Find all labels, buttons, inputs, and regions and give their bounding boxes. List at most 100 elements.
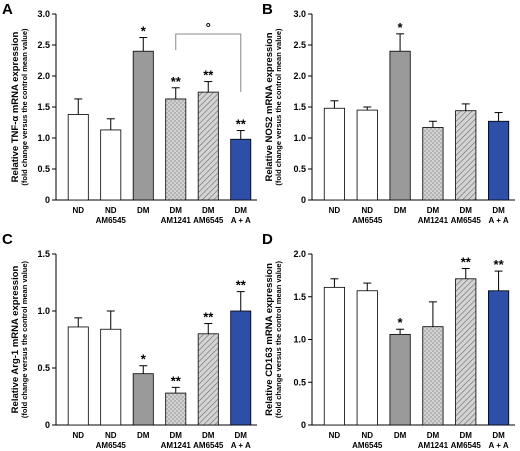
bar bbox=[132, 373, 154, 426]
category-label: DM bbox=[235, 431, 248, 440]
y-tick-label: 2.5 bbox=[293, 40, 306, 50]
significance-marker: ** bbox=[494, 257, 505, 272]
y-tick-label: 2.0 bbox=[37, 71, 50, 81]
y-tick-label: 0 bbox=[45, 195, 50, 205]
bar bbox=[230, 310, 252, 426]
y-tick-label: 0.5 bbox=[37, 363, 50, 373]
significance-marker: * bbox=[141, 24, 147, 39]
category-label: DM bbox=[137, 206, 150, 215]
bar bbox=[132, 50, 154, 201]
category-label: ND bbox=[361, 431, 373, 440]
category-label: ND bbox=[72, 431, 84, 440]
y-axis-title: Relative CD163 mRNA expression bbox=[264, 263, 275, 416]
bar bbox=[356, 109, 378, 201]
category-label: DM bbox=[170, 206, 183, 215]
category-label: AM6545 bbox=[193, 441, 224, 450]
y-tick-label: 0.5 bbox=[293, 164, 306, 174]
significance-marker: * bbox=[398, 20, 404, 35]
bar bbox=[165, 98, 187, 201]
panel-letter: A bbox=[2, 1, 13, 18]
category-label: ND bbox=[105, 206, 117, 215]
y-tick-label: 3.0 bbox=[293, 9, 306, 19]
category-label: AM6545 bbox=[193, 216, 224, 225]
panel-letter: B bbox=[262, 1, 273, 18]
category-label: DM bbox=[492, 431, 505, 440]
bar bbox=[389, 50, 411, 201]
y-tick-label: 0 bbox=[45, 420, 50, 430]
category-label: ND bbox=[72, 206, 84, 215]
category-label: ND bbox=[329, 431, 341, 440]
y-axis-title: Relative TNF-α mRNA expression bbox=[10, 31, 21, 182]
y-tick-label: 1.5 bbox=[293, 102, 306, 112]
bar bbox=[323, 107, 345, 201]
bar bbox=[422, 127, 444, 201]
category-label: DM bbox=[235, 206, 248, 215]
y-tick-label: 0 bbox=[301, 195, 306, 205]
y-tick-label: 2.5 bbox=[37, 40, 50, 50]
category-label: A + A bbox=[231, 441, 251, 450]
category-label: AM6545 bbox=[96, 216, 127, 225]
category-label: DM bbox=[394, 206, 407, 215]
category-label: ND bbox=[329, 206, 341, 215]
category-label: DM bbox=[137, 431, 150, 440]
y-tick-label: 2.0 bbox=[293, 249, 306, 259]
y-tick-label: 1.0 bbox=[37, 306, 50, 316]
category-label: AM6545 bbox=[352, 216, 383, 225]
bar bbox=[488, 120, 510, 201]
category-label: AM1241 bbox=[418, 216, 449, 225]
bar bbox=[323, 286, 345, 426]
category-label: DM bbox=[427, 206, 440, 215]
category-label: A + A bbox=[489, 441, 509, 450]
panel-letter: D bbox=[262, 231, 273, 248]
y-axis-subtitle: (fold change versus the control mean val… bbox=[274, 260, 283, 418]
panel-letter: C bbox=[2, 231, 13, 248]
category-label: AM6545 bbox=[352, 441, 383, 450]
significance-marker: ** bbox=[236, 117, 247, 132]
category-label: AM1241 bbox=[161, 441, 192, 450]
bar bbox=[197, 333, 219, 426]
category-label: DM bbox=[492, 206, 505, 215]
y-tick-label: 1.5 bbox=[37, 102, 50, 112]
bar bbox=[422, 326, 444, 426]
panel-a: A Relative TNF-α mRNA expression (fold cha… bbox=[2, 1, 257, 225]
bar bbox=[100, 328, 122, 426]
y-tick-label: 0.5 bbox=[37, 164, 50, 174]
bar bbox=[67, 326, 89, 426]
significance-marker: ** bbox=[461, 255, 472, 270]
significance-marker: * bbox=[398, 315, 404, 330]
category-label: DM bbox=[460, 431, 473, 440]
significance-marker: * bbox=[141, 352, 147, 367]
category-label: AM1241 bbox=[418, 441, 449, 450]
y-axis-subtitle: (fold change versus the control mean val… bbox=[274, 28, 283, 186]
significance-marker: ** bbox=[171, 74, 182, 89]
y-tick-label: 2.0 bbox=[293, 71, 306, 81]
bar bbox=[67, 114, 89, 201]
significance-marker: ** bbox=[171, 373, 182, 388]
category-label: DM bbox=[427, 431, 440, 440]
y-tick-label: 1.0 bbox=[293, 133, 306, 143]
category-label: DM bbox=[460, 206, 473, 215]
y-tick-label: 1.5 bbox=[293, 292, 306, 302]
bar bbox=[488, 290, 510, 426]
category-label: DM bbox=[394, 431, 407, 440]
y-tick-label: 3.0 bbox=[37, 9, 50, 19]
y-tick-label: 1.5 bbox=[37, 249, 50, 259]
bar bbox=[389, 333, 411, 426]
y-axis-subtitle: (fold change versus the control mean val… bbox=[20, 28, 29, 186]
bar bbox=[230, 138, 252, 201]
y-tick-label: 0.5 bbox=[293, 377, 306, 387]
category-label: AM6545 bbox=[451, 216, 482, 225]
category-label: DM bbox=[170, 431, 183, 440]
significance-marker: ** bbox=[236, 278, 247, 293]
category-label: A + A bbox=[489, 216, 509, 225]
category-label: ND bbox=[361, 206, 373, 215]
y-axis-title: Relative NOS2 mRNA expression bbox=[264, 32, 275, 181]
bar bbox=[100, 129, 122, 201]
y-tick-label: 1.0 bbox=[37, 133, 50, 143]
bar bbox=[197, 91, 219, 201]
panel-b: B Relative NOS2 mRNA expression (fold chan… bbox=[262, 1, 515, 225]
category-label: AM1241 bbox=[161, 216, 192, 225]
category-label: A + A bbox=[231, 216, 251, 225]
category-label: DM bbox=[202, 431, 215, 440]
